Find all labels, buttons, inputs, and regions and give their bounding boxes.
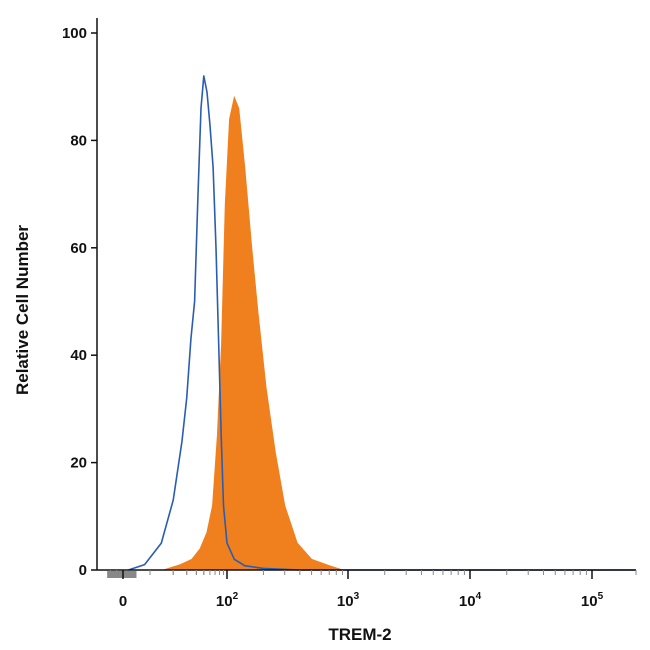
y-tick-label: 0 xyxy=(79,562,87,579)
x-tick-label: 104 xyxy=(459,591,482,610)
histogram-outline-series xyxy=(128,75,636,571)
y-tick-label: 40 xyxy=(70,347,87,364)
x-axis-zero-region xyxy=(107,571,137,578)
x-axis-title: TREM-2 xyxy=(328,625,391,644)
x-tick-label: 0 xyxy=(119,593,127,610)
y-tick-label: 80 xyxy=(70,132,87,149)
x-tick-label: 103 xyxy=(337,591,360,610)
x-tick-label: 102 xyxy=(216,591,239,610)
y-tick-label: 20 xyxy=(70,455,87,472)
histogram-filled-series xyxy=(163,95,385,571)
y-axis-title: Relative Cell Number xyxy=(13,225,32,395)
x-tick-label: 105 xyxy=(581,591,604,610)
y-tick-label: 60 xyxy=(70,240,87,257)
y-tick-label: 100 xyxy=(62,25,87,42)
